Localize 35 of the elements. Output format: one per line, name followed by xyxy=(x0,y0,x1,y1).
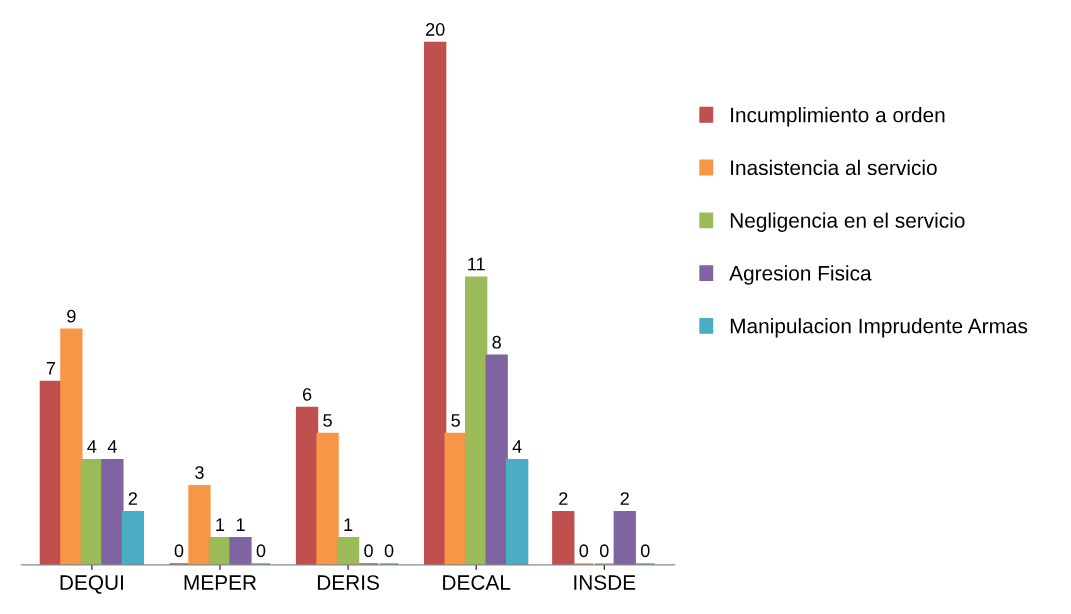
data-label: 3 xyxy=(195,466,204,479)
data-label: 4 xyxy=(107,440,117,453)
data-label: 1 xyxy=(236,518,245,531)
data-label: 9 xyxy=(67,309,76,323)
data-label: 0 xyxy=(174,544,184,558)
data-label: 7 xyxy=(46,362,55,375)
data-label: 2 xyxy=(559,492,568,505)
x-tick-label: INSDE xyxy=(574,575,636,590)
data-label: 0 xyxy=(640,544,650,558)
data-label: 4 xyxy=(512,440,522,453)
data-label: 0 xyxy=(579,544,589,558)
data-label: 1 xyxy=(344,518,353,531)
data-label: 20 xyxy=(426,23,445,36)
legend-label: Manipulacion Imprudente Armas xyxy=(730,318,1028,338)
data-label: 1 xyxy=(216,518,225,531)
data-label: 8 xyxy=(492,335,501,349)
data-label: 4 xyxy=(87,440,97,453)
x-tick-label: DECAL xyxy=(443,575,511,590)
data-label: 2 xyxy=(128,492,137,505)
data-label: 5 xyxy=(323,414,332,427)
x-tick-label: MEPER xyxy=(184,575,257,590)
data-label: 0 xyxy=(256,544,266,558)
legend-label: Agresion Fisica xyxy=(729,265,872,285)
legend-label: Negligencia en el servicio xyxy=(730,212,965,232)
data-label: 0 xyxy=(384,544,394,558)
data-label: 6 xyxy=(302,387,312,401)
x-tick-label: DERIS xyxy=(317,575,379,590)
legend-label: Incumplimiento a orden xyxy=(731,107,945,127)
data-label: 2 xyxy=(620,492,629,505)
data-label: 5 xyxy=(451,414,460,427)
data-label: 0 xyxy=(364,544,373,558)
legend-label: Inasistencia al servicio xyxy=(731,159,937,176)
data-label: 11 xyxy=(468,257,485,271)
x-tick-label: DEQUI xyxy=(60,575,123,594)
data-label: 0 xyxy=(599,544,609,558)
